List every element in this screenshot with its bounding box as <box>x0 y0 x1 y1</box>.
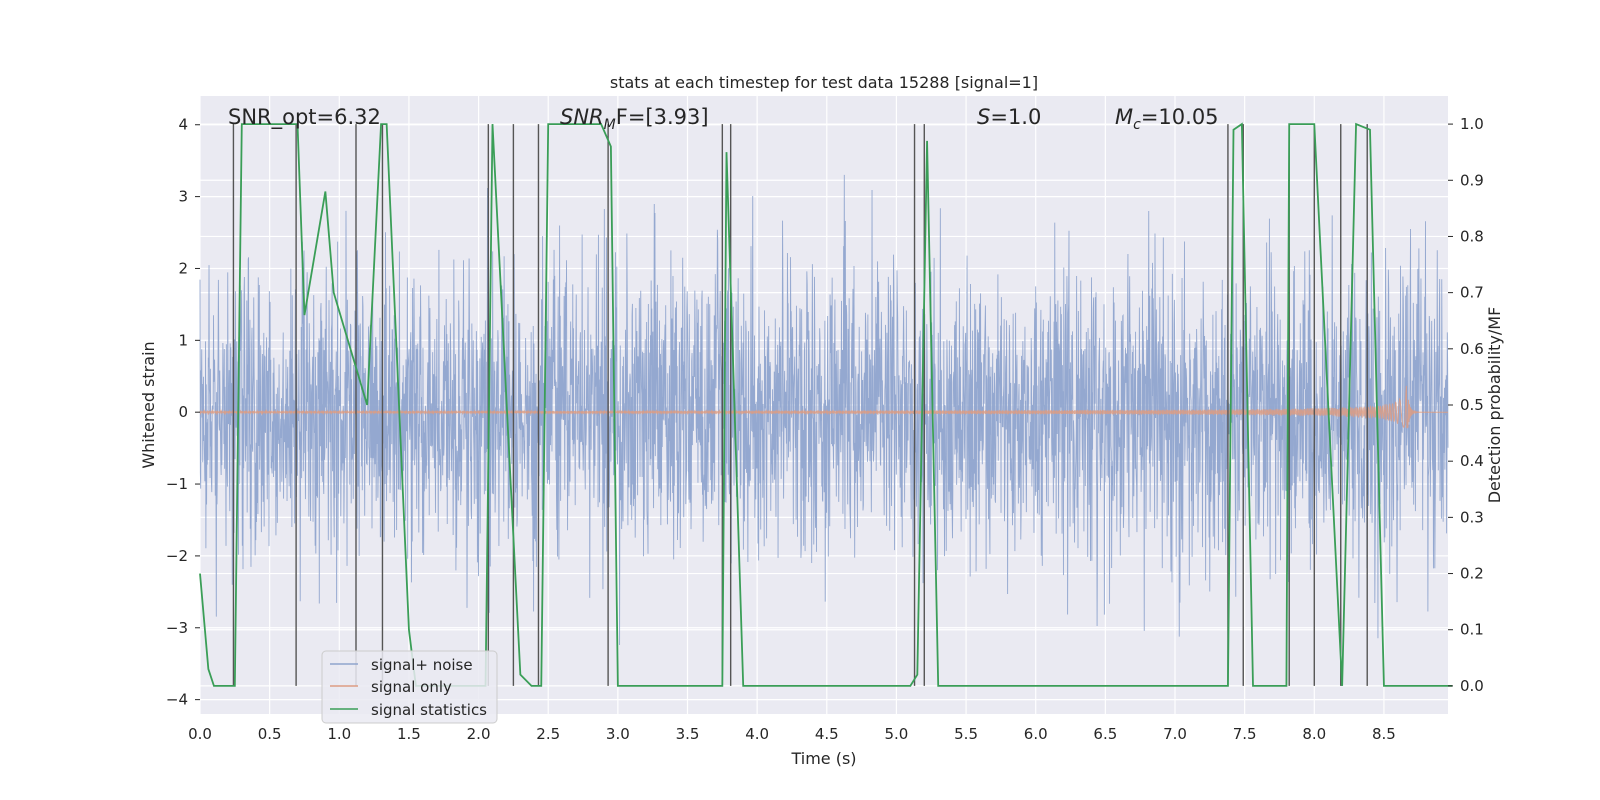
legend: signal+ noise signal only signal statist… <box>321 650 498 724</box>
series-signal-noise <box>199 174 1449 646</box>
x-axis-label: Time (s) <box>790 749 856 768</box>
annotation-mc-rest: =10.05 <box>1141 105 1219 129</box>
series-signal-statistics <box>199 122 1453 687</box>
legend-label-signal: signal only <box>371 678 452 696</box>
x-tick-label: 7.0 <box>1163 725 1187 743</box>
annotation-snr-mf: SNRMF=[3.93] <box>560 105 709 133</box>
x-tick-label: 1.0 <box>327 725 351 743</box>
x-tick-label: 8.0 <box>1302 725 1326 743</box>
x-tick-label: 8.5 <box>1372 725 1396 743</box>
annotation-snr-mf-main: SNR <box>560 105 604 129</box>
y-right-tick-label: 0.7 <box>1460 284 1484 302</box>
y-left-tick-label: −4 <box>166 691 188 709</box>
x-tick-label: 2.5 <box>536 725 560 743</box>
x-tick-label: 5.5 <box>954 725 978 743</box>
x-tick-label: 2.0 <box>467 725 491 743</box>
annotation-mc-sub: c <box>1133 117 1141 133</box>
y-right-tick-label: 0.5 <box>1460 396 1484 414</box>
x-tick-label: 4.5 <box>815 725 839 743</box>
annotation-snr-mf-sub: M <box>604 117 616 133</box>
y-axis-right-label: Detection probability/MF <box>1485 307 1504 504</box>
y-right-tick-label: 0.1 <box>1460 621 1484 639</box>
legend-label-stats: signal statistics <box>371 701 487 719</box>
annotation-s-rest: =1.0 <box>990 105 1041 129</box>
statistics-trace <box>199 122 1453 687</box>
y-right-tick-label: 0.0 <box>1460 677 1484 695</box>
annotation-mc-main: M <box>1115 105 1133 129</box>
y-left-tick-label: 0 <box>178 403 188 421</box>
annotation-s: S=1.0 <box>977 105 1041 129</box>
annotation-s-main: S <box>977 105 990 129</box>
y-right-tick-label: 0.8 <box>1460 227 1484 245</box>
annotation-snr-mf-rest: F=[3.93] <box>616 105 709 129</box>
x-tick-label: 5.0 <box>884 725 908 743</box>
signal-trace <box>199 385 1448 429</box>
y-right-tick-label: 0.9 <box>1460 171 1484 189</box>
legend-box <box>321 650 498 724</box>
x-tick-label: 3.0 <box>606 725 630 743</box>
y-left-tick-label: 3 <box>178 188 188 206</box>
noise-trace <box>199 174 1449 646</box>
annotation-mc: Mc=10.05 <box>1115 105 1219 133</box>
x-tick-label: 0.5 <box>258 725 282 743</box>
x-tick-label: 6.5 <box>1093 725 1117 743</box>
y-left-tick-label: −1 <box>166 475 188 493</box>
chart-title: stats at each timestep for test data 152… <box>610 73 1038 92</box>
y-right-tick-label: 0.6 <box>1460 340 1484 358</box>
y-left-tick-label: 4 <box>178 116 188 134</box>
legend-label-noise: signal+ noise <box>371 656 473 674</box>
y-axis-left-label: Whitened strain <box>139 341 158 468</box>
y-right-tick-label: 0.4 <box>1460 452 1484 470</box>
x-tick-label: 1.5 <box>397 725 421 743</box>
y-right-tick-label: 1.0 <box>1460 115 1484 133</box>
y-axis-left-ticks: −4 −3 −2 −1 0 1 2 3 4 <box>166 116 200 709</box>
x-tick-label: 3.5 <box>676 725 700 743</box>
x-tick-label: 6.0 <box>1024 725 1048 743</box>
y-left-tick-label: −3 <box>166 619 188 637</box>
y-left-tick-label: 1 <box>178 331 188 349</box>
x-tick-label: 4.0 <box>745 725 769 743</box>
annotation-snr-opt: SNR_opt=6.32 <box>228 105 381 130</box>
x-tick-label: 7.5 <box>1233 725 1257 743</box>
x-tick-label: 0.0 <box>188 725 212 743</box>
y-axis-right-ticks: 0.0 0.1 0.2 0.3 0.4 0.5 0.6 0.7 0.8 0.9 1.0 <box>1448 115 1484 695</box>
y-right-tick-label: 0.2 <box>1460 565 1484 583</box>
y-right-tick-label: 0.3 <box>1460 508 1484 526</box>
x-axis-ticks: 0.0 0.5 1.0 1.5 2.0 2.5 3.0 3.5 4.0 4.5 5.0 5.5 6.0 6… <box>188 725 1396 743</box>
y-left-tick-label: 2 <box>178 259 188 277</box>
series-signal-only <box>199 385 1448 429</box>
y-left-tick-label: −2 <box>166 547 188 565</box>
